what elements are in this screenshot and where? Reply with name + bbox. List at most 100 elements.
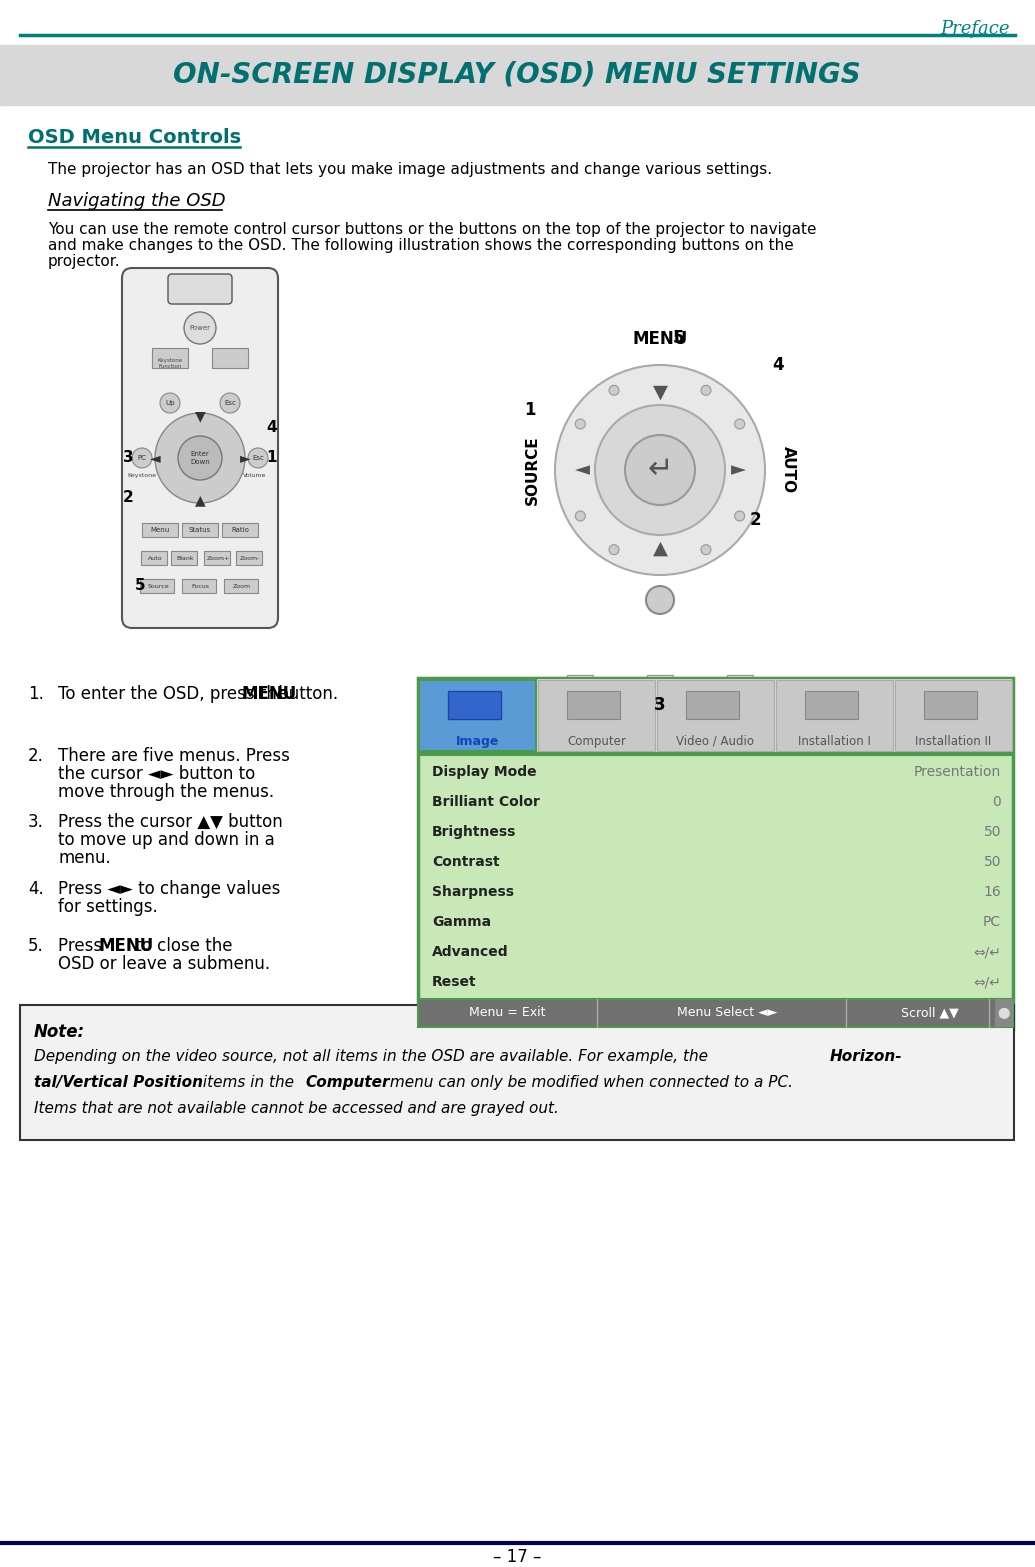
Text: – 17 –: – 17 –: [493, 1548, 541, 1565]
Bar: [20, 1004, 1014, 1141]
Text: 50: 50: [983, 856, 1001, 870]
Text: Press the cursor ▲▼ button: Press the cursor ▲▼ button: [58, 813, 283, 831]
Text: ⬤: ⬤: [998, 1008, 1010, 1019]
Bar: [448, 691, 501, 719]
Text: ►: ►: [731, 461, 745, 480]
Text: Reset: Reset: [432, 975, 477, 989]
Bar: [727, 675, 753, 693]
Text: There are five menus. Press: There are five menus. Press: [58, 747, 290, 765]
Text: Up: Up: [166, 400, 175, 406]
Text: to close the: to close the: [130, 937, 233, 954]
Bar: [419, 680, 536, 751]
Text: AUTO: AUTO: [780, 447, 796, 494]
Text: to move up and down in a: to move up and down in a: [58, 831, 274, 849]
Bar: [895, 680, 1012, 751]
Text: Menu = Exit: Menu = Exit: [469, 1006, 545, 1020]
Text: Volume: Volume: [243, 473, 267, 478]
Text: menu.: menu.: [58, 849, 111, 867]
Text: ON-SCREEN DISPLAY (OSD) MENU SETTINGS: ON-SCREEN DISPLAY (OSD) MENU SETTINGS: [173, 61, 861, 89]
Text: items in the: items in the: [198, 1075, 299, 1091]
Text: ◄: ◄: [574, 461, 590, 480]
Text: Note:: Note:: [34, 1023, 85, 1040]
Text: 5: 5: [135, 578, 145, 594]
Text: Advanced: Advanced: [432, 945, 508, 959]
Circle shape: [575, 511, 586, 520]
Text: Installation I: Installation I: [798, 735, 870, 747]
Text: Scroll ▲▼: Scroll ▲▼: [900, 1006, 958, 1020]
Text: Status: Status: [188, 527, 211, 533]
Text: Horizon-: Horizon-: [830, 1048, 903, 1064]
Circle shape: [555, 365, 765, 575]
Bar: [142, 523, 178, 537]
Bar: [647, 675, 673, 693]
Text: The projector has an OSD that lets you make image adjustments and change various: The projector has an OSD that lets you m…: [48, 161, 772, 177]
Text: Menu Select ◄►: Menu Select ◄►: [677, 1006, 777, 1020]
Bar: [0, 45, 1035, 105]
Bar: [236, 552, 262, 566]
Text: 2.: 2.: [28, 747, 43, 765]
Text: ▼: ▼: [195, 409, 205, 423]
Text: tal/Vertical Position: tal/Vertical Position: [34, 1075, 203, 1091]
Text: Menu: Menu: [150, 527, 170, 533]
Text: Navigating the OSD: Navigating the OSD: [48, 193, 226, 210]
Bar: [567, 675, 593, 693]
Text: 3: 3: [654, 696, 666, 715]
Circle shape: [595, 404, 724, 534]
Text: ▲: ▲: [652, 539, 668, 558]
Text: Video / Audio: Video / Audio: [677, 735, 755, 747]
Text: Computer: Computer: [305, 1075, 389, 1091]
Text: Preface: Preface: [941, 20, 1010, 38]
Text: Power: Power: [189, 324, 210, 331]
FancyBboxPatch shape: [168, 274, 232, 304]
Circle shape: [178, 436, 221, 480]
Bar: [995, 1000, 1013, 1026]
Text: 50: 50: [983, 824, 1001, 838]
Bar: [182, 523, 218, 537]
Text: Zoom: Zoom: [233, 583, 252, 589]
Text: projector.: projector.: [48, 254, 121, 270]
Bar: [212, 348, 248, 368]
Circle shape: [625, 436, 694, 505]
Text: You can use the remote control cursor buttons or the buttons on the top of the p: You can use the remote control cursor bu…: [48, 223, 817, 237]
Text: Zoom-: Zoom-: [240, 555, 260, 561]
Bar: [221, 523, 258, 537]
Text: and make changes to the OSD. The following illustration shows the corresponding : and make changes to the OSD. The followi…: [48, 238, 794, 252]
Text: Contrast: Contrast: [432, 856, 500, 870]
Text: Presentation: Presentation: [914, 765, 1001, 779]
Circle shape: [160, 393, 180, 414]
Text: MENU: MENU: [98, 937, 154, 954]
Circle shape: [575, 418, 586, 429]
Bar: [418, 679, 1013, 1030]
Text: Blank: Blank: [176, 555, 194, 561]
Text: 16: 16: [983, 885, 1001, 899]
Text: Press: Press: [58, 937, 108, 954]
Text: Focus: Focus: [191, 583, 209, 589]
Bar: [657, 680, 774, 751]
Text: Brightness: Brightness: [432, 824, 516, 838]
Circle shape: [184, 312, 216, 345]
Text: ◄: ◄: [150, 451, 160, 465]
Text: 4.: 4.: [28, 881, 43, 898]
Text: Source: Source: [147, 583, 169, 589]
Text: ►: ►: [240, 451, 250, 465]
Text: for settings.: for settings.: [58, 898, 157, 917]
Text: Display Mode: Display Mode: [432, 765, 536, 779]
Text: MENU: MENU: [241, 685, 297, 704]
Text: To enter the OSD, press the: To enter the OSD, press the: [58, 685, 287, 704]
Bar: [686, 691, 739, 719]
Circle shape: [735, 511, 744, 520]
Bar: [538, 680, 655, 751]
Bar: [924, 691, 977, 719]
Text: 0: 0: [993, 794, 1001, 809]
Bar: [141, 552, 167, 566]
Text: 5: 5: [673, 329, 684, 346]
Bar: [204, 552, 230, 566]
Text: OSD Menu Controls: OSD Menu Controls: [28, 128, 241, 147]
Text: Brilliant Color: Brilliant Color: [432, 794, 540, 809]
Text: Depending on the video source, not all items in the OSD are available. For examp: Depending on the video source, not all i…: [34, 1048, 713, 1064]
Text: 4: 4: [772, 356, 783, 375]
Text: Zoom+: Zoom+: [206, 555, 230, 561]
Text: PC: PC: [983, 915, 1001, 929]
Text: Sharpness: Sharpness: [432, 885, 514, 899]
Circle shape: [646, 586, 674, 614]
